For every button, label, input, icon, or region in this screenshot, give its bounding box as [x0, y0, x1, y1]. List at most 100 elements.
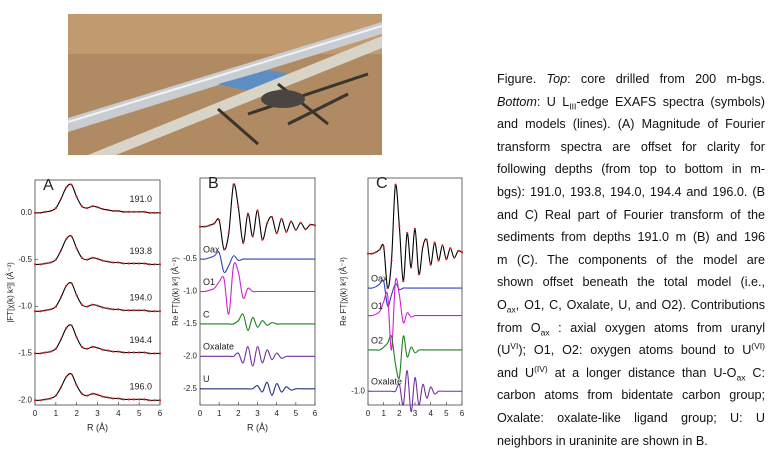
y-tick-label: -2.5 [183, 384, 197, 393]
x-tick-label: 1 [217, 409, 222, 418]
x-tick-label: 3 [413, 409, 418, 418]
caption-text: sediments from depths 191.0 m (B) and 19… [497, 230, 765, 245]
data-point [33, 263, 37, 266]
data-point [54, 258, 57, 261]
data-point [417, 273, 421, 276]
series-label: Oax [203, 244, 220, 254]
data-point [148, 211, 151, 214]
x-tick-label: 2 [74, 409, 79, 418]
caption-line: (UVI); O1, O2: oxygen atoms bound to U(V… [497, 339, 765, 362]
caption-text: at a longer distance than U-O [547, 365, 737, 380]
panel: B R (Å) Re FT[χ(k) k³] (Å⁻³) 0 1 2 3 4 5 6 -0.5 -1.… [171, 175, 318, 432]
data-point [237, 206, 240, 209]
series-line [367, 277, 462, 351]
data-point [122, 351, 125, 354]
y-tick-label: -0.5 [183, 254, 197, 263]
series-label: O1 [203, 277, 215, 287]
series-label: O2 [371, 335, 383, 345]
series-label: 196.0 [129, 382, 152, 392]
data-point [275, 232, 278, 235]
data-point [158, 263, 162, 266]
data-point [91, 392, 94, 395]
data-point [54, 305, 57, 308]
data-point [65, 186, 68, 189]
data-point [421, 245, 424, 248]
data-point [409, 266, 413, 269]
data-point [153, 399, 156, 402]
y-axis-label: Re FT[χ(k) k³] (Å⁻³) [171, 257, 180, 326]
caption-text: : U L [536, 94, 570, 109]
data-point [59, 197, 63, 200]
data-point [222, 248, 226, 251]
caption-text: ax [506, 304, 516, 315]
data-point [449, 247, 452, 250]
data-point [70, 183, 73, 186]
data-point [232, 183, 235, 186]
data-point [91, 345, 94, 348]
caption-text: ); O1, O2: oxygen atoms bound to U [518, 343, 752, 358]
data-point [70, 235, 73, 238]
data-point [80, 205, 83, 208]
x-tick-label: 3 [255, 409, 260, 418]
caption-text: m (C). The components of the model are [497, 252, 765, 267]
data-point [153, 310, 156, 313]
data-point [70, 282, 73, 285]
caption-line: and U(IV) at a longer distance than U-Oa… [497, 362, 765, 385]
y-tick-label: -1.0 [183, 287, 197, 296]
data-point [402, 280, 405, 283]
x-tick-label: 2 [397, 409, 402, 418]
data-point [242, 241, 245, 244]
x-tick-label: 6 [460, 409, 465, 418]
caption-line: sediments from depths 191.0 m (B) and 19… [497, 226, 765, 249]
caption-text: : core drilled from 200 m-bgs. [567, 72, 765, 86]
data-point [39, 310, 42, 313]
data-point [132, 210, 136, 213]
data-point [143, 351, 146, 354]
data-point [203, 225, 206, 228]
y-axis-label: |FT[χ(k) k³]| (Å⁻³) [6, 262, 15, 323]
data-point [158, 399, 162, 402]
series-label: 194.0 [129, 293, 152, 303]
panel: A R (Å) |FT[χ(k) k³]| (Å⁻³) 0 1 2 3 4 5 6 0.0 -0.5 -… [6, 177, 163, 432]
data-point [112, 261, 115, 264]
data-point [80, 303, 83, 306]
data-point [96, 393, 99, 396]
series-line [199, 251, 315, 274]
data-point [158, 211, 162, 214]
data-point [117, 308, 120, 311]
caption-text: (VI) [751, 340, 765, 351]
series-line [199, 262, 315, 315]
data-point [390, 259, 393, 262]
data-point [143, 398, 146, 401]
caption-text: from O [497, 320, 541, 335]
caption-text: Top [546, 72, 568, 86]
data-point [445, 258, 448, 261]
data-point [59, 338, 63, 341]
caption-line: neighbors in uraninite are shown in B. [497, 430, 765, 453]
data-point [218, 219, 221, 222]
data-point [153, 263, 156, 266]
series-line [199, 183, 316, 251]
data-point [101, 259, 104, 262]
data-point [65, 237, 68, 241]
caption-text: transform spectra are offset for clarity… [497, 139, 765, 154]
data-point [370, 252, 374, 255]
data-point [101, 395, 104, 398]
data-point [366, 252, 370, 255]
caption-text: ax [540, 327, 550, 338]
data-point [289, 220, 293, 223]
data-point [148, 310, 151, 313]
caption-text: and models (lines). (A) Magnitude of Fou… [497, 117, 765, 132]
data-point [122, 210, 125, 213]
data-point [33, 352, 37, 355]
data-point [59, 386, 63, 389]
data-point [143, 309, 146, 312]
caption-line: following depths (from top to bottom in … [497, 158, 765, 181]
data-point [49, 209, 52, 213]
caption-text: and U [497, 365, 535, 380]
data-point [138, 309, 141, 312]
x-tick-label: 5 [294, 409, 299, 418]
data-point [117, 350, 120, 353]
caption-line: carbon atoms from bidentate carbon group… [497, 384, 765, 407]
